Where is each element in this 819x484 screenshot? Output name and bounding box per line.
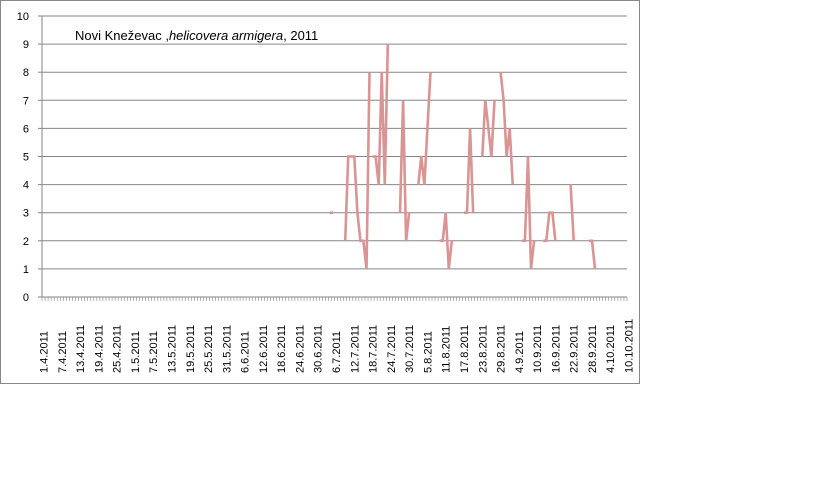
chart-title-location: Novi Kneževac , [75, 28, 169, 43]
chart-frame [0, 0, 640, 384]
y-tick-label: 3 [23, 208, 29, 220]
y-tick-label: 9 [23, 39, 29, 51]
series-line-segment [588, 239, 597, 270]
y-tick-label: 6 [23, 123, 29, 135]
chart-title-year: , 2011 [283, 28, 318, 43]
x-tick-label: 29.8.2011 [496, 325, 508, 373]
x-tick-label: 4.10.2011 [605, 325, 617, 373]
series-line-segment [521, 156, 536, 270]
series-line-segment [398, 100, 411, 241]
x-tick-label: 10.9.2011 [532, 325, 544, 373]
y-tick-label: 8 [23, 67, 29, 79]
y-tick-label: 2 [23, 236, 29, 248]
series-line-segment [372, 44, 390, 185]
y-tick-label: 1 [23, 264, 29, 276]
x-tick-label: 25.4.2011 [112, 325, 124, 373]
x-tick-label: 7.4.2011 [57, 331, 69, 373]
x-tick-label: 16.9.2011 [550, 325, 562, 373]
series-line-segment [569, 184, 575, 241]
x-tick-label: 25.5.2011 [203, 325, 215, 373]
x-tick-label: 19.4.2011 [93, 325, 105, 373]
x-tick-label: 24.7.2011 [386, 325, 398, 373]
x-tick-label: 6.7.2011 [331, 331, 343, 373]
x-tick-label: 10.10.2011 [624, 319, 636, 373]
x-tick-label: 19.5.2011 [185, 325, 197, 373]
x-tick-label: 23.8.2011 [477, 325, 489, 373]
y-axis-tick-labels: 0 1 2 3 4 5 6 7 8 9 10 [17, 11, 29, 304]
x-tick-label: 12.7.2011 [349, 325, 361, 373]
series-line-segment [417, 72, 432, 185]
x-tick-label: 5.8.2011 [422, 331, 434, 373]
x-tick-label: 22.9.2011 [569, 325, 581, 373]
x-tick-label: 1.4.2011 [39, 331, 51, 373]
gridlines [38, 15, 627, 298]
x-tick-label: 28.9.2011 [587, 325, 599, 373]
y-tick-label: 7 [23, 95, 29, 107]
x-tick-label: 4.9.2011 [514, 331, 526, 373]
y-tick-label: 5 [23, 152, 29, 164]
series-line-segment [481, 100, 496, 157]
x-tick-label: 1.5.2011 [130, 331, 142, 373]
y-tick-label: 10 [17, 11, 29, 23]
x-tick-label: 13.5.2011 [166, 325, 178, 373]
y-tick-label: 4 [23, 180, 29, 192]
x-axis-ticks [41, 297, 628, 301]
series-line-segment [543, 211, 557, 243]
x-axis-tick-labels: 1.4.2011 7.4.2011 13.4.2011 19.4.2011 25.4.2… [39, 319, 636, 373]
x-tick-label: 11.8.2011 [441, 326, 453, 373]
series-line-segment [343, 72, 371, 270]
series-line-segment [439, 212, 454, 270]
x-tick-label: 18.7.2011 [368, 325, 380, 373]
x-tick-label: 18.6.2011 [276, 325, 288, 373]
x-tick-label: 6.6.2011 [240, 331, 252, 373]
x-tick-label: 24.6.2011 [294, 325, 306, 373]
x-tick-label: 31.5.2011 [221, 325, 233, 373]
x-tick-label: 17.8.2011 [459, 325, 471, 373]
series-line-segment [499, 72, 514, 185]
x-tick-label: 13.4.2011 [75, 325, 87, 373]
chart-title-species: helicovera armigera [169, 28, 283, 43]
data-series [329, 44, 597, 270]
series-line-segment [464, 128, 475, 214]
chart-title: Novi Kneževac ,helicovera armigera, 2011 [75, 28, 318, 43]
x-tick-label: 30.6.2011 [313, 325, 325, 373]
x-tick-label: 30.7.2011 [404, 325, 416, 373]
y-tick-label: 0 [23, 292, 29, 304]
x-tick-label: 12.6.2011 [258, 325, 270, 373]
x-tick-label: 7.5.2011 [148, 331, 160, 373]
